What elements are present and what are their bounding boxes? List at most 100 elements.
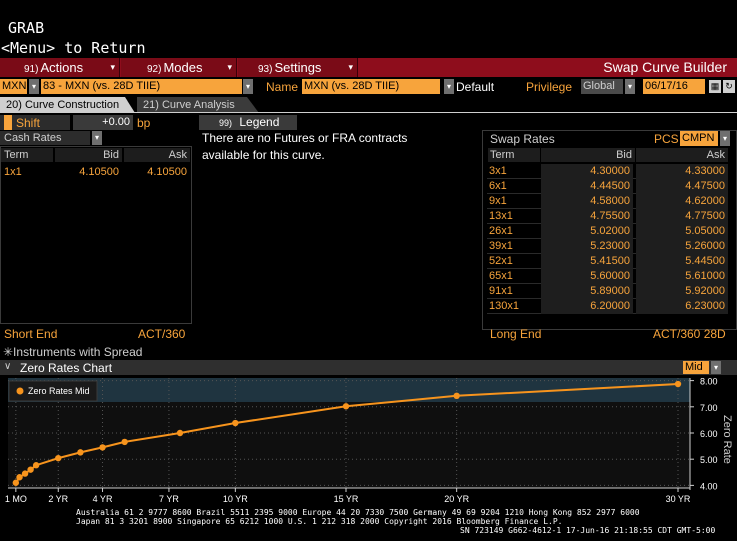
privilege-dropdown-icon[interactable]: ▾ (625, 79, 635, 94)
long-end-label: Long End (490, 327, 542, 341)
data-point[interactable] (55, 454, 62, 462)
legend-label: Zero Rates Mid (28, 386, 90, 396)
swap-ask-cell[interactable]: 5.44500 (636, 254, 728, 269)
data-point[interactable] (21, 470, 29, 477)
collapse-chevron-icon[interactable]: ∨ (4, 361, 12, 372)
swap-term-cell: 3x1 (489, 165, 507, 177)
legend-button[interactable]: 99) Legend (199, 115, 297, 130)
currency-field[interactable]: MXN (0, 79, 27, 94)
swap-bid-cell[interactable]: 4.75500 (541, 209, 633, 224)
data-point[interactable] (32, 462, 40, 469)
cash-term-header: Term (1, 148, 53, 162)
swap-bid-cell[interactable]: 6.20000 (541, 299, 633, 314)
swap-rates-title: Swap Rates (490, 132, 555, 146)
pcs-field[interactable]: CMPN (680, 131, 718, 146)
shift-control[interactable]: Shift (0, 115, 70, 130)
data-point[interactable] (27, 466, 34, 473)
swap-term-header: Term (488, 148, 540, 162)
table-row: 3x1 4.30000 4.33000 (487, 164, 728, 179)
data-point[interactable] (99, 444, 106, 451)
app-title: Swap Curve Builder (603, 59, 727, 75)
menu-return-hint: <Menu> to Return (1, 39, 146, 57)
swap-ask-cell[interactable]: 5.61000 (636, 269, 728, 284)
swap-bid-cell[interactable]: 5.60000 (541, 269, 633, 284)
swap-bid-cell[interactable]: 4.30000 (541, 164, 633, 179)
x-tick-label: 15 YR (334, 494, 359, 504)
plot-band (8, 378, 690, 402)
chart-title: Zero Rates Chart (20, 361, 113, 375)
legend-label: Legend (239, 115, 280, 129)
privilege-field[interactable]: Global (581, 79, 623, 94)
actions-menu-label: Actions (40, 60, 84, 75)
footer: Australia 61 2 9777 8600 Brazil 5511 239… (0, 506, 737, 541)
swap-bid-cell[interactable]: 4.44500 (541, 179, 633, 194)
refresh-icon[interactable]: ↻ (723, 80, 735, 93)
table-row: 6x1 4.44500 4.47500 (487, 179, 728, 194)
page-title: GRAB (8, 19, 45, 37)
data-point[interactable] (232, 419, 239, 427)
settings-menu-number: 93) (258, 64, 273, 75)
tab-curve-construction[interactable]: 20) Curve Construction (0, 97, 135, 113)
actions-menu-button[interactable]: 91) Actions ▾ (0, 58, 120, 77)
swap-ask-cell[interactable]: 4.62000 (636, 194, 728, 209)
swap-ask-cell[interactable]: 4.33000 (636, 164, 728, 179)
swap-term-cell: 9x1 (489, 195, 507, 207)
swap-term-cell: 13x1 (489, 210, 513, 222)
name-field[interactable]: MXN (vs. 28D TIIE) (302, 79, 440, 94)
swap-bid-cell[interactable]: 5.41500 (541, 254, 633, 269)
curve-field[interactable]: 83 - MXN (vs. 28D TIIE) (41, 79, 242, 94)
curve-dropdown-icon[interactable]: ▾ (243, 79, 253, 94)
data-point[interactable] (342, 403, 350, 410)
swap-bid-cell[interactable]: 4.58000 (541, 194, 633, 209)
settings-menu-button[interactable]: 93) Settings ▾ (238, 58, 358, 77)
data-point[interactable] (176, 429, 184, 437)
date-field[interactable]: 06/17/16 (643, 79, 705, 94)
chart-mode-field[interactable]: Mid (683, 361, 709, 374)
tab-divider (0, 112, 737, 113)
data-point[interactable] (674, 380, 682, 388)
legend-marker-icon (16, 387, 24, 395)
data-point[interactable] (121, 438, 128, 446)
y-axis-label: Zero Rate (721, 415, 733, 464)
name-dropdown-icon[interactable]: ▾ (444, 79, 454, 94)
cash-rates-dropdown-icon[interactable]: ▾ (92, 131, 102, 145)
swap-ask-cell[interactable]: 5.05000 (636, 224, 728, 239)
table-row: 52x1 5.41500 5.44500 (487, 254, 728, 269)
swap-bid-cell[interactable]: 5.23000 (541, 239, 633, 254)
swap-ask-cell[interactable]: 4.77500 (636, 209, 728, 224)
settings-menu-label: Settings (274, 60, 322, 75)
shift-unit: bp (137, 116, 151, 130)
calendar-icon[interactable]: ▦ (709, 80, 721, 93)
swap-ask-cell[interactable]: 6.23000 (636, 299, 728, 314)
pcs-dropdown-icon[interactable]: ▾ (720, 131, 730, 146)
footer-contacts-line2: Japan 81 3 3201 8900 Singapore 65 6212 1… (76, 517, 563, 526)
swap-bid-cell[interactable]: 5.89000 (541, 284, 633, 299)
tab-curve-analysis[interactable]: 21) Curve Analysis (137, 97, 259, 113)
pcs-label: PCS (654, 132, 679, 146)
chart-mode-dropdown-icon[interactable]: ▾ (711, 361, 721, 374)
swap-ask-cell[interactable]: 5.26000 (636, 239, 728, 254)
swap-ask-header: Ask (636, 148, 728, 162)
shift-value-input[interactable]: +0.00 (73, 115, 133, 130)
chevron-down-icon: ▾ (227, 62, 232, 72)
data-point[interactable] (12, 479, 20, 486)
table-row: 65x1 5.60000 5.61000 (487, 269, 728, 284)
data-point[interactable] (77, 449, 84, 456)
swap-bid-cell[interactable]: 5.02000 (541, 224, 633, 239)
modes-menu-button[interactable]: 92) Modes ▾ (121, 58, 237, 77)
swap-rates-table: 3x1 4.30000 4.33000 6x1 4.44500 4.47500 9x1 4.5… (487, 164, 728, 314)
y-tick-label: 4.00 (700, 481, 718, 491)
table-row: 26x1 5.02000 5.05000 (487, 224, 728, 239)
cash-ask-header: Ask (124, 148, 190, 162)
legend-box (8, 380, 98, 402)
cash-bid-cell[interactable]: 4.10500 (79, 166, 119, 178)
swap-term-cell: 26x1 (489, 225, 513, 237)
data-point[interactable] (16, 474, 23, 481)
cash-ask-cell[interactable]: 4.10500 (147, 166, 187, 178)
swap-ask-cell[interactable]: 5.92000 (636, 284, 728, 299)
shift-indicator-icon (4, 115, 12, 130)
short-end-label: Short End (4, 327, 58, 341)
swap-ask-cell[interactable]: 4.47500 (636, 179, 728, 194)
currency-dropdown-icon[interactable]: ▾ (29, 79, 39, 94)
data-point[interactable] (453, 392, 460, 400)
